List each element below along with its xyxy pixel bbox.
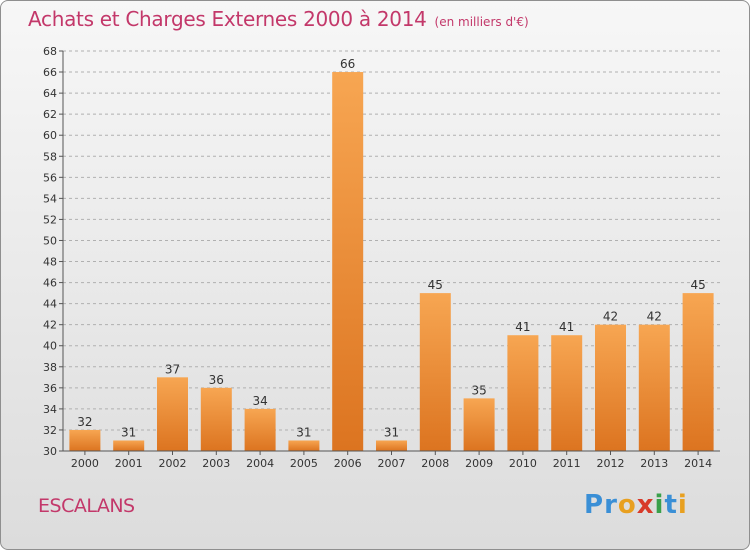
y-tick-label: 60 (43, 129, 57, 142)
bar (595, 324, 626, 451)
bar (376, 440, 407, 451)
bar (113, 440, 145, 451)
bar (551, 335, 583, 451)
y-tick-label: 64 (43, 87, 57, 100)
y-tick-label: 32 (43, 424, 57, 437)
y-tick-label: 50 (43, 234, 57, 247)
bar (244, 408, 276, 451)
logo-letter: x (636, 490, 655, 520)
proxiti-logo[interactable]: Proxiti (584, 490, 688, 520)
y-tick-label: 30 (43, 445, 57, 458)
bar-value-label: 35 (471, 383, 486, 397)
x-tick-label: 2013 (640, 457, 668, 470)
y-tick-label: 56 (43, 171, 57, 184)
bar (157, 377, 188, 451)
bar (463, 398, 495, 451)
bar-value-label: 34 (252, 394, 267, 408)
bar-value-label: 45 (690, 278, 705, 292)
y-tick-label: 36 (43, 382, 57, 395)
chart-title: Achats et Charges Externes 2000 à 2014 (28, 7, 427, 31)
bar-value-label: 32 (77, 415, 92, 429)
x-tick-label: 2004 (246, 457, 274, 470)
y-tick-label: 66 (43, 66, 57, 79)
x-tick-label: 2000 (71, 457, 99, 470)
bar-value-label: 37 (165, 362, 180, 376)
x-tick-label: 2008 (421, 457, 449, 470)
commune-name: ESCALANS (38, 495, 135, 517)
y-tick-label: 46 (43, 277, 57, 290)
bar-value-label: 42 (647, 310, 662, 324)
bar-value-label: 31 (384, 425, 399, 439)
bar (638, 324, 670, 451)
bar (419, 293, 451, 451)
y-tick-label: 62 (43, 108, 57, 121)
bar (200, 387, 232, 451)
y-tick-label: 34 (43, 403, 57, 416)
x-tick-label: 2011 (553, 457, 581, 470)
bar-value-label: 41 (559, 320, 574, 334)
y-tick-label: 42 (43, 319, 57, 332)
logo-letter: P (584, 490, 605, 520)
bar (507, 335, 539, 451)
y-tick-label: 58 (43, 150, 57, 163)
bar-value-label: 41 (515, 320, 530, 334)
bar (288, 440, 320, 451)
y-tick-label: 48 (43, 256, 57, 269)
y-tick-label: 44 (43, 298, 57, 311)
x-tick-label: 2012 (597, 457, 625, 470)
y-tick-label: 38 (43, 361, 57, 374)
x-tick-label: 2006 (334, 457, 362, 470)
bar-value-label: 66 (340, 57, 355, 71)
x-tick-label: 2001 (115, 457, 143, 470)
bar (69, 429, 101, 451)
logo-letter: t (664, 490, 678, 520)
y-tick-label: 40 (43, 340, 57, 353)
bar-value-label: 45 (428, 278, 443, 292)
bar (682, 293, 714, 451)
bar-value-label: 31 (121, 425, 136, 439)
y-tick-label: 68 (43, 45, 57, 58)
x-tick-label: 2003 (202, 457, 230, 470)
bar-value-label: 42 (603, 310, 618, 324)
x-tick-label: 2009 (465, 457, 493, 470)
x-tick-label: 2002 (159, 457, 187, 470)
x-tick-label: 2010 (509, 457, 537, 470)
bar (332, 72, 364, 451)
bar-value-label: 36 (209, 373, 224, 387)
y-tick-label: 52 (43, 213, 57, 226)
x-tick-label: 2005 (290, 457, 318, 470)
bar-value-label: 31 (296, 425, 311, 439)
logo-letter: i (654, 490, 665, 520)
title-line: Achats et Charges Externes 2000 à 2014 (e… (28, 7, 529, 31)
x-tick-label: 2007 (378, 457, 406, 470)
logo-letter: o (617, 490, 637, 520)
bars: 32 31 37 36 34 31 66 31 45 35 41 41 42 42 45 (69, 57, 714, 451)
logo-letter: r (604, 490, 618, 520)
x-tick-label: 2014 (684, 457, 712, 470)
logo-letter: i (677, 490, 688, 520)
chart-subtitle: (en milliers d'€) (434, 15, 529, 29)
y-tick-label: 54 (43, 192, 57, 205)
axes: 30 32 34 36 38 40 42 44 46 48 50 52 54 56 58 60 62 64 66 68… (43, 45, 720, 470)
